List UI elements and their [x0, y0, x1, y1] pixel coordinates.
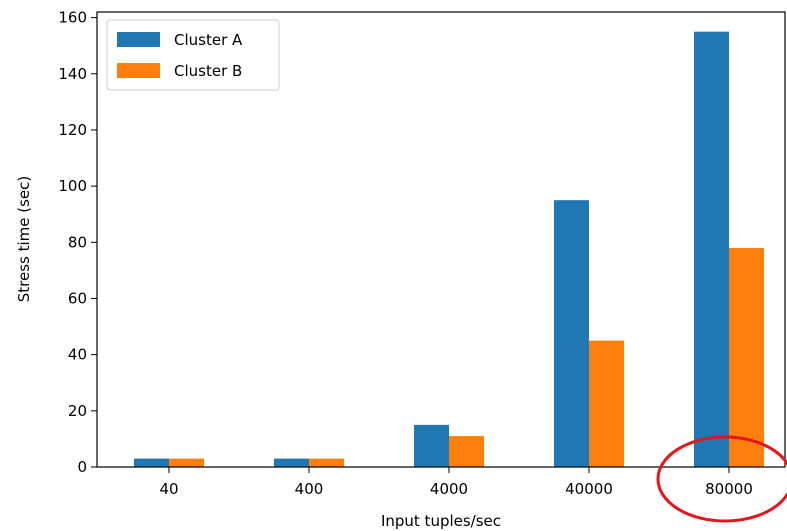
bars-group	[134, 31, 764, 468]
y-axis: 0 20 40 60 80 100 120 140 160	[58, 9, 97, 476]
bar-cluster-a-4000	[414, 424, 449, 467]
legend-label-cluster-b: Cluster B	[174, 62, 242, 80]
bar-cluster-a-400	[274, 458, 309, 467]
y-tick-label-120: 120	[58, 121, 87, 139]
legend-swatch-cluster-b	[117, 63, 160, 78]
x-tick-label-80000: 80000	[705, 480, 753, 498]
highlight-ellipse	[656, 435, 787, 523]
bar-cluster-a-40000	[554, 200, 589, 467]
x-tick-label-40000: 40000	[565, 480, 613, 498]
x-axis: 40 400 4000 40000 80000	[159, 467, 753, 498]
x-tick-label-400: 400	[295, 480, 324, 498]
y-tick-label-160: 160	[58, 9, 87, 27]
bar-cluster-b-4000	[449, 436, 484, 467]
x-axis-label: Input tuples/sec	[381, 512, 501, 530]
bar-cluster-a-80000	[694, 31, 729, 468]
bar-cluster-b-40	[169, 458, 204, 467]
y-tick-label-20: 20	[68, 402, 87, 420]
y-tick-label-80: 80	[68, 233, 87, 251]
y-tick-label-140: 140	[58, 65, 87, 83]
bar-cluster-b-40000	[589, 340, 624, 467]
legend-swatch-cluster-a	[117, 32, 160, 47]
y-tick-label-100: 100	[58, 177, 87, 195]
legend-label-cluster-a: Cluster A	[174, 31, 243, 49]
x-tick-label-4000: 4000	[430, 480, 468, 498]
legend: Cluster A Cluster B	[106, 19, 280, 91]
plot-frame	[96, 11, 786, 468]
y-tick-label-60: 60	[68, 289, 87, 307]
y-axis-label: Stress time (sec)	[15, 176, 33, 303]
bar-cluster-b-80000	[729, 247, 764, 467]
bar-cluster-b-400	[309, 458, 344, 467]
bar-cluster-a-40	[134, 458, 169, 467]
y-tick-label-0: 0	[77, 458, 87, 476]
y-tick-label-40: 40	[68, 346, 87, 364]
x-tick-label-40: 40	[159, 480, 178, 498]
